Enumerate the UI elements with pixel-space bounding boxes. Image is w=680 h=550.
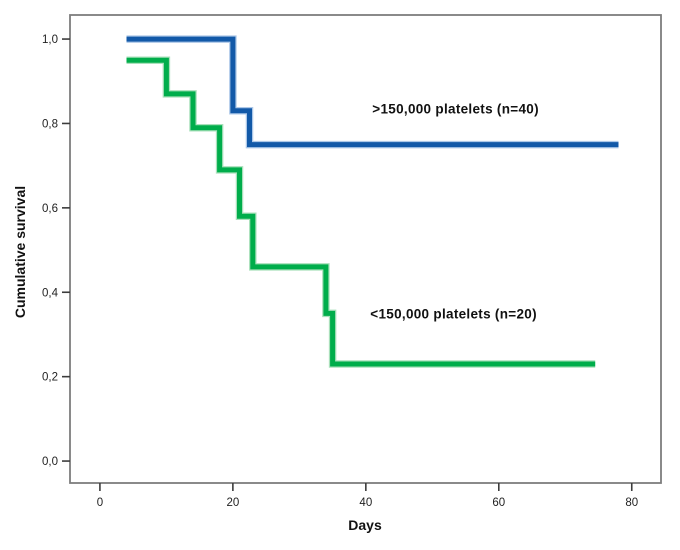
- series-label: >150,000 platelets (n=40): [372, 101, 539, 116]
- y-axis-title: Cumulative survival: [12, 186, 28, 318]
- y-tick-label: 1,0: [42, 34, 58, 46]
- y-tick-label: 0,6: [42, 203, 58, 215]
- y-tick-label: 0,8: [42, 118, 58, 130]
- y-tick-label: 0,2: [42, 372, 58, 384]
- series-labels: >150,000 platelets (n=40) <150,000 platel…: [370, 101, 539, 321]
- x-tick-label: 80: [625, 497, 638, 509]
- x-tick-label: 20: [226, 497, 239, 509]
- series-label: <150,000 platelets (n=20): [370, 306, 537, 321]
- survival-curve: [126, 57, 596, 367]
- x-tick-label: 40: [359, 497, 372, 509]
- x-tick-label: 60: [492, 497, 505, 509]
- y-tick-label: 0,4: [42, 287, 59, 299]
- series-lines: [126, 35, 619, 368]
- x-axis-title: Days: [348, 517, 382, 533]
- y-axis-ticks: 0,0 0,2 0,4 0,6 0,8 1,0: [42, 34, 70, 468]
- y-tick-label: 0,0: [42, 456, 58, 468]
- x-tick-label: 0: [97, 497, 103, 509]
- plot-frame: [69, 14, 662, 484]
- survival-curve: [126, 36, 619, 148]
- x-axis-ticks: 0 20 40 60 80: [97, 483, 638, 509]
